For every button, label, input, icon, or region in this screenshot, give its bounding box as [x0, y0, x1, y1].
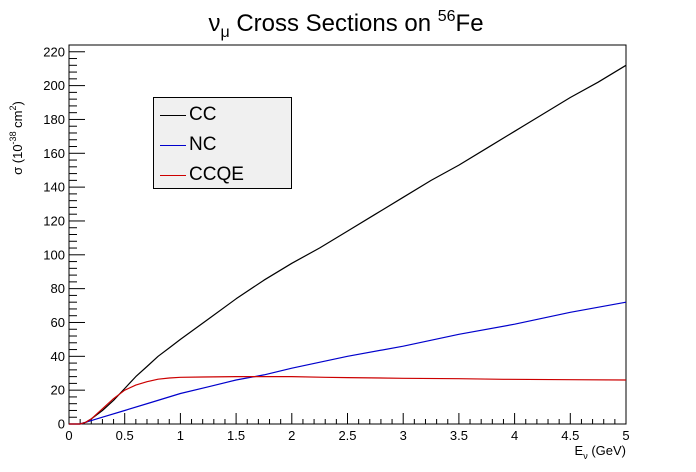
ylabel-sup-38: -38 [8, 131, 18, 144]
y-tick-label: 120 [43, 213, 65, 228]
title-sup-56: 56 [438, 8, 456, 25]
y-tick-labels: 0 20 40 60 80 100 120 140 160 180 200 220 [43, 44, 65, 431]
legend-label-nc: NC [189, 134, 217, 155]
x-tick-label: 4 [511, 428, 518, 443]
y-axis-label: σ (10-38 cm2) [8, 101, 25, 175]
title-mid: Cross Sections on [230, 10, 438, 37]
legend-item-nc: NC [154, 130, 291, 160]
x-tick-label: 1 [177, 428, 184, 443]
xlabel-unit: (GeV) [588, 443, 626, 458]
legend-item-cc: CC [154, 100, 291, 130]
y-tick-label: 140 [43, 180, 65, 195]
chart-title: νμ Cross Sections on 56Fe [208, 8, 483, 41]
title-nu: ν [208, 10, 220, 37]
title-fe: Fe [456, 10, 484, 37]
series-line-nc [69, 301, 627, 425]
ylabel-cm: cm [10, 110, 25, 131]
legend-swatch-cc [160, 115, 186, 116]
legend-label-cc: CC [189, 104, 217, 125]
ylabel-sup-2: 2 [8, 105, 18, 110]
x-tick-label: 2.5 [338, 428, 356, 443]
xlabel-nu-sub: ν [583, 451, 588, 461]
xlabel-e: E [575, 443, 584, 458]
x-tick-label: 0.5 [116, 428, 134, 443]
x-tick-labels: 0 0.5 1 1.5 2 2.5 3 3.5 4 4.5 5 [65, 428, 629, 443]
legend-swatch-nc [160, 145, 186, 146]
y-tick-label: 0 [58, 417, 65, 432]
ylabel-close: ) [10, 101, 25, 105]
legend-item-ccqe: CCQE [154, 160, 291, 190]
axis-ticks [68, 44, 627, 425]
y-tick-label: 80 [51, 281, 65, 296]
y-tick-label: 40 [51, 349, 65, 364]
ylabel-sigma: σ (10 [10, 144, 25, 174]
y-tick-label: 160 [43, 146, 65, 161]
x-tick-label: 3 [400, 428, 407, 443]
y-tick-label: 100 [43, 247, 65, 262]
y-tick-label: 180 [43, 112, 65, 127]
y-tick-label: 220 [43, 44, 65, 59]
series-line-cc [69, 64, 627, 425]
y-tick-label: 200 [43, 78, 65, 93]
series-line-ccqe [69, 376, 627, 425]
x-axis-label: Eν (GeV) [575, 443, 626, 461]
y-tick-label: 20 [51, 383, 65, 398]
series-lines [69, 64, 627, 425]
legend-swatch-ccqe [160, 175, 186, 176]
x-tick-label: 5 [622, 428, 629, 443]
legend: CC NC CCQE [153, 97, 292, 189]
x-tick-label: 2 [288, 428, 295, 443]
x-tick-label: 0 [65, 428, 72, 443]
x-tick-label: 3.5 [450, 428, 468, 443]
x-tick-label: 4.5 [561, 428, 579, 443]
title-mu-sub: μ [220, 24, 229, 41]
legend-label-ccqe: CCQE [189, 164, 244, 185]
y-tick-label: 60 [51, 315, 65, 330]
x-tick-label: 1.5 [227, 428, 245, 443]
